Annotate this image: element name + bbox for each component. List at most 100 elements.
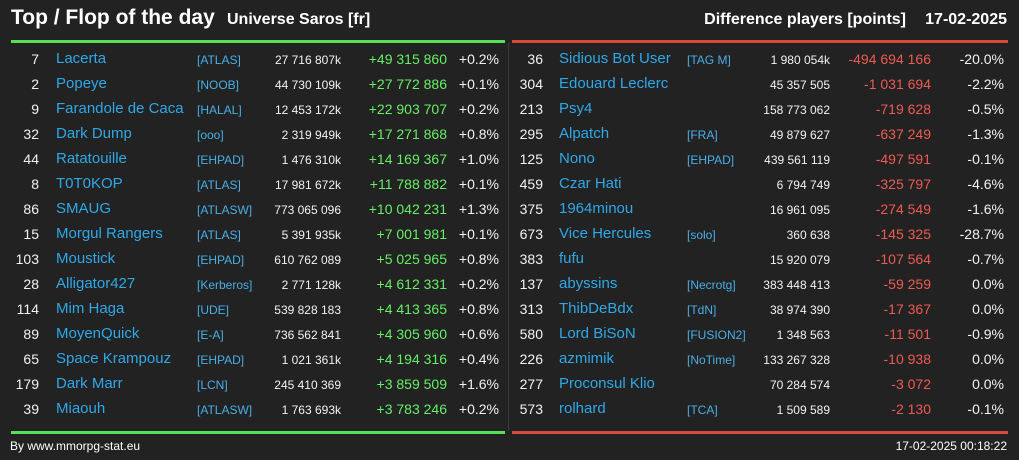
player-rank: 179 [15, 376, 39, 392]
player-score: 49 879 627 [769, 128, 830, 142]
percent-change: 0.0% [972, 376, 1004, 392]
alliance-tag[interactable]: [solo] [687, 228, 716, 242]
player-name[interactable]: SMAUG [56, 200, 112, 217]
score-difference: +4 413 365 [376, 301, 447, 317]
player-score: 2 771 128k [281, 278, 341, 292]
player-name[interactable]: abyssins [559, 275, 618, 292]
score-difference: -11 501 [884, 326, 931, 342]
alliance-tag[interactable]: [TCA] [687, 403, 718, 417]
alliance-tag[interactable]: [NoTime] [687, 353, 736, 367]
player-name[interactable]: Psy4 [559, 100, 593, 117]
player-rank: 103 [15, 251, 39, 267]
alliance-tag[interactable]: [HALAL] [197, 103, 242, 117]
player-rank: 36 [527, 51, 543, 67]
player-name[interactable]: Popeye [56, 75, 107, 92]
alliance-tag[interactable]: [ATLASW] [197, 403, 253, 417]
player-name[interactable]: Dark Marr [56, 375, 123, 392]
alliance-tag[interactable]: [Necrotg] [687, 278, 736, 292]
alliance-tag[interactable]: [ATLAS] [197, 178, 241, 192]
player-score: 27 716 807k [274, 53, 341, 67]
score-difference: -3 072 [891, 376, 931, 392]
percent-change: +0.1% [458, 226, 499, 242]
player-rank: 304 [519, 76, 543, 92]
alliance-tag[interactable]: [FUSION2] [687, 328, 746, 342]
alliance-tag[interactable]: [FRA] [687, 128, 718, 142]
alliance-tag[interactable]: [LCN] [197, 378, 228, 392]
player-name[interactable]: Vice Hercules [559, 225, 652, 242]
alliance-tag[interactable]: [ATLAS] [197, 228, 241, 242]
player-name[interactable]: ThibDeBdx [559, 300, 634, 317]
top-row: 44 Ratatouille [EHPAD] 1 476 310k +14 169 36… [11, 147, 505, 172]
alliance-tag[interactable]: [ooo] [197, 128, 224, 142]
score-difference: -59 259 [883, 276, 931, 292]
player-name[interactable]: Edouard Leclerc [559, 75, 669, 92]
alliance-tag[interactable]: [EHPAD] [197, 353, 245, 367]
score-difference: -719 628 [875, 101, 931, 117]
player-name[interactable]: Lacerta [56, 50, 107, 67]
top-row: 9 Farandole de Caca [HALAL] 12 453 172k +22 … [11, 97, 505, 122]
player-name[interactable]: Proconsul Klio [559, 375, 655, 392]
player-rank: 15 [23, 226, 39, 242]
alliance-tag[interactable]: [NOOB] [197, 78, 240, 92]
player-score: 158 773 062 [763, 103, 830, 117]
percent-change: -0.1% [967, 151, 1004, 167]
player-name[interactable]: Lord BiSoN [559, 325, 636, 342]
alliance-tag[interactable]: [UDE] [197, 303, 230, 317]
player-name[interactable]: Nono [559, 150, 595, 167]
player-score: 2 319 949k [281, 128, 341, 142]
alliance-tag[interactable]: [EHPAD] [197, 253, 245, 267]
player-score: 439 561 119 [764, 153, 830, 167]
alliance-tag[interactable]: [Kerberos] [197, 278, 253, 292]
player-name[interactable]: T0T0KOP [56, 175, 123, 192]
alliance-tag[interactable]: [TdN] [687, 303, 717, 317]
flop-row: 125 Nono [EHPAD] 439 561 119 -497 591 -0.1% [512, 147, 1008, 172]
player-name[interactable]: Morgul Rangers [56, 225, 163, 242]
player-name[interactable]: Dark Dump [56, 125, 132, 142]
player-name[interactable]: Ratatouille [56, 150, 127, 167]
player-score: 610 762 089 [274, 253, 341, 267]
score-difference: +3 783 246 [376, 401, 447, 417]
player-score: 736 562 841 [274, 328, 341, 342]
player-score: 16 961 095 [769, 203, 830, 217]
alliance-tag[interactable]: [ATLASW] [197, 203, 253, 217]
player-rank: 295 [519, 126, 543, 142]
center-divider [508, 43, 509, 431]
player-name[interactable]: Czar Hati [559, 175, 622, 192]
percent-change: 0.0% [972, 301, 1004, 317]
score-difference: +17 271 868 [368, 126, 447, 142]
alliance-tag[interactable]: [EHPAD] [197, 153, 245, 167]
percent-change: +0.2% [458, 51, 499, 67]
player-name[interactable]: Space Krampouz [56, 350, 172, 367]
player-name[interactable]: 1964minou [559, 200, 634, 217]
top-row: 179 Dark Marr [LCN] 245 410 369 +3 859 509 +1… [11, 372, 505, 397]
percent-change: +1.0% [458, 151, 499, 167]
flop-row: 213 Psy4 158 773 062 -719 628 -0.5% [512, 97, 1008, 122]
player-name[interactable]: Mim Haga [56, 300, 125, 317]
percent-change: -28.7% [959, 226, 1004, 242]
flop-row: 304 Edouard Leclerc 45 357 505 -1 031 694 -2… [512, 72, 1008, 97]
player-name[interactable]: Miaouh [56, 400, 106, 417]
player-name[interactable]: MoyenQuick [56, 325, 140, 342]
alliance-tag[interactable]: [E-A] [197, 328, 224, 342]
alliance-tag[interactable]: [TAG M] [687, 53, 731, 67]
player-name[interactable]: Farandole de Caca [56, 100, 184, 117]
player-name[interactable]: Moustick [56, 250, 116, 267]
player-score: 1 980 054k [770, 53, 830, 67]
score-difference: -494 694 166 [848, 51, 931, 67]
player-score: 773 065 096 [274, 203, 341, 217]
player-name[interactable]: fufu [559, 250, 585, 267]
player-name[interactable]: Alpatch [559, 125, 610, 142]
player-score: 1 476 310k [281, 153, 341, 167]
percent-change: -0.7% [967, 251, 1004, 267]
player-rank: 89 [23, 326, 39, 342]
player-score: 1 021 361k [281, 353, 341, 367]
player-name[interactable]: rolhard [559, 400, 606, 417]
player-rank: 114 [16, 301, 39, 317]
alliance-tag[interactable]: [EHPAD] [687, 153, 735, 167]
player-name[interactable]: azmimik [559, 350, 614, 367]
alliance-tag[interactable]: [ATLAS] [197, 53, 241, 67]
player-score: 45 357 505 [769, 78, 830, 92]
player-name[interactable]: Sidious Bot User [559, 50, 671, 67]
player-name[interactable]: Alligator427 [56, 275, 136, 292]
